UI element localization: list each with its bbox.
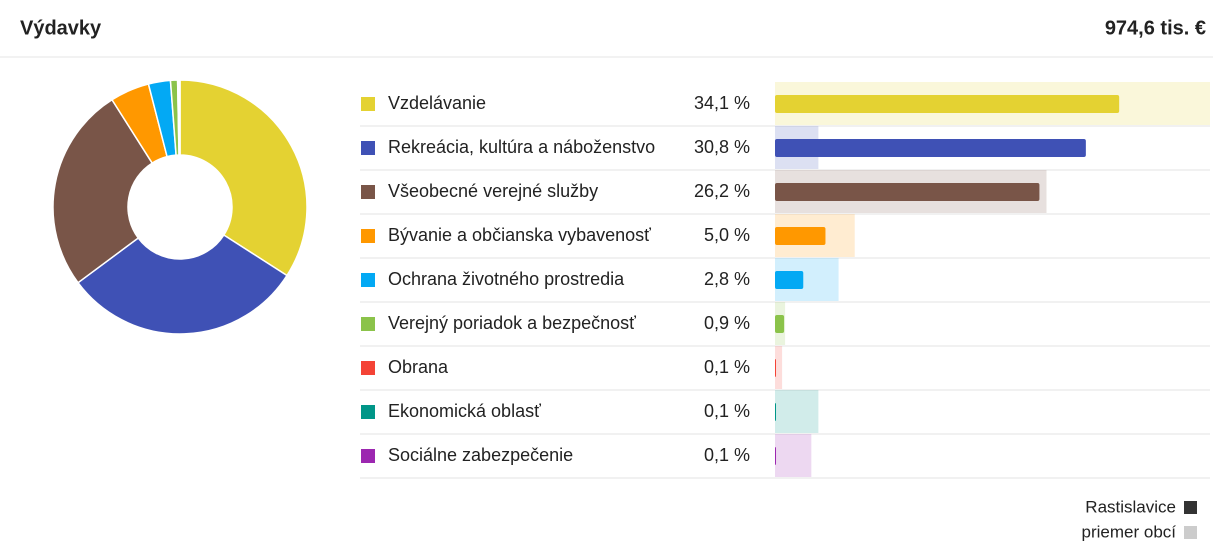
legend-swatch xyxy=(361,229,375,243)
value-label: 2,8 % xyxy=(704,269,750,289)
average-bar xyxy=(775,390,819,433)
legend-label: priemer obcí xyxy=(1082,522,1177,541)
legend-swatch xyxy=(361,141,375,155)
legend-swatch xyxy=(361,185,375,199)
value-label: 30,8 % xyxy=(694,137,750,157)
average-bar xyxy=(775,346,783,389)
legend-label: Rastislavice xyxy=(1085,497,1176,516)
donut-slice xyxy=(178,79,181,156)
bar xyxy=(775,139,1086,157)
category-label: Všeobecné verejné služby xyxy=(388,181,598,201)
donut-slice xyxy=(52,98,154,284)
legend-swatch xyxy=(1184,526,1197,539)
value-label: 0,1 % xyxy=(704,357,750,377)
legend-swatch xyxy=(361,273,375,287)
bar xyxy=(775,183,1040,201)
value-label: 0,1 % xyxy=(704,445,750,465)
category-label: Obrana xyxy=(388,357,449,377)
category-label: Bývanie a občianska vybavenosť xyxy=(388,225,651,245)
legend-swatch xyxy=(361,361,375,375)
value-label: 26,2 % xyxy=(694,181,750,201)
legend-swatch xyxy=(1184,501,1197,514)
bar xyxy=(775,95,1120,113)
category-label: Vzdelávanie xyxy=(388,93,486,113)
category-label: Ekonomická oblasť xyxy=(388,401,541,421)
donut-slice xyxy=(179,79,308,277)
legend-swatch xyxy=(361,405,375,419)
total: 974,6 tis. € xyxy=(1105,17,1206,39)
value-label: 0,9 % xyxy=(704,313,750,333)
category-label: Rekreácia, kultúra a náboženstvo xyxy=(388,137,655,157)
bar xyxy=(775,359,777,377)
bar xyxy=(775,227,826,245)
title: Výdavky xyxy=(20,17,102,39)
bar xyxy=(775,447,777,465)
legend-swatch xyxy=(361,317,375,331)
average-bar xyxy=(775,434,812,477)
value-label: 5,0 % xyxy=(704,225,750,245)
bar xyxy=(775,271,804,289)
bar xyxy=(775,315,785,333)
category-label: Ochrana životného prostredia xyxy=(388,269,625,289)
legend-swatch xyxy=(361,449,375,463)
value-label: 34,1 % xyxy=(694,93,750,113)
category-label: Sociálne zabezpečenie xyxy=(388,445,573,465)
donut-slice xyxy=(76,234,288,335)
legend-swatch xyxy=(361,97,375,111)
bar xyxy=(775,403,777,421)
value-label: 0,1 % xyxy=(704,401,750,421)
category-label: Verejný poriadok a bezpečnosť xyxy=(388,313,636,333)
